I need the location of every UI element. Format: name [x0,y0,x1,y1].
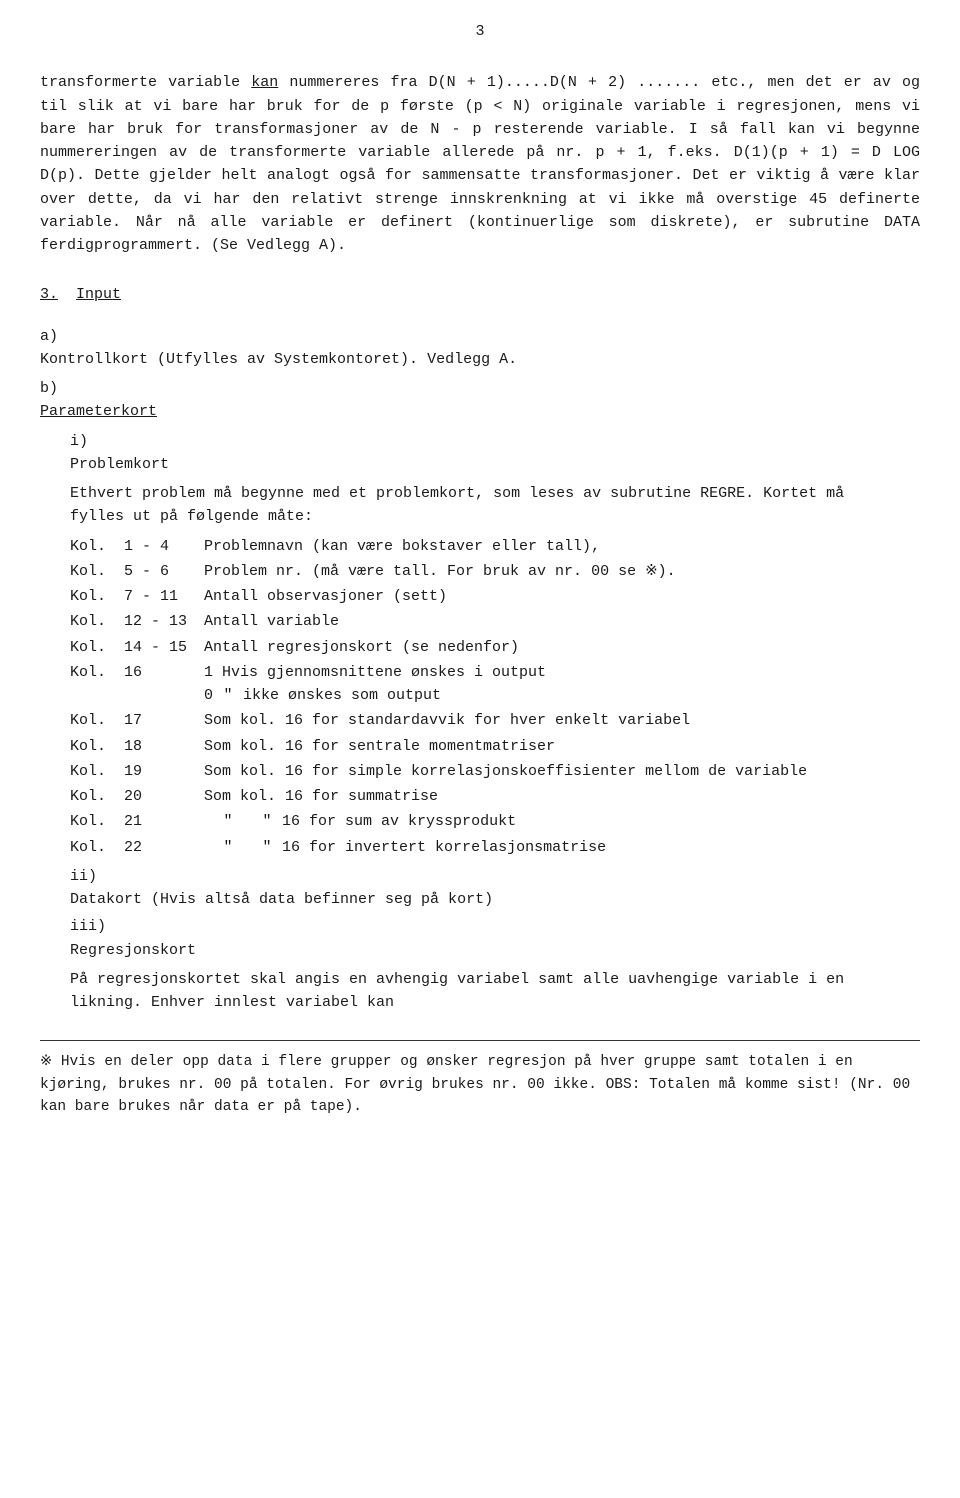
kol-label: Kol. [70,661,124,708]
table-row: Kol. 21 " " 16 for sum av kryssprodukt [70,810,880,833]
kol-range: 16 [124,661,204,708]
kol-label: Kol. [70,610,124,633]
table-row: Kol. 20 Som kol. 16 for summatrise [70,785,880,808]
table-row: Kol. 1 - 4 Problemnavn (kan være bokstav… [70,535,880,558]
table-row: Kol. 7 - 11 Antall observasjoner (sett) [70,585,880,608]
kol-desc: Problem nr. (må være tall. For bruk av n… [204,560,880,583]
item-b-text: Parameterkort [40,403,157,420]
kol-range: 7 - 11 [124,585,204,608]
kol-desc: " " 16 for invertert korrelasjonsmatrise [204,836,880,859]
footnote-separator [40,1040,920,1041]
sub-iii: iii) Regresjonskort På regresjonskortet … [70,915,920,1014]
kol-desc: Som kol. 16 for sentrale momentmatriser [204,735,880,758]
kol-label: Kol. [70,585,124,608]
sub-iii-title: Regresjonskort [70,939,880,962]
kol-range: 17 [124,709,204,732]
para1-post: nummereres fra D(N + 1).....D(N + 2) ...… [40,74,920,254]
table-row: Kol. 19 Som kol. 16 for simple korrelasj… [70,760,880,783]
kol-label: Kol. [70,560,124,583]
table-row: Kol. 14 - 15 Antall regresjonskort (se n… [70,636,880,659]
kol-desc: 1 Hvis gjennomsnittene ønskes i output 0… [204,661,880,708]
item-b: b) Parameterkort [40,377,920,424]
sub-iii-label: iii) [70,915,106,938]
row16-line2: 0 " ikke ønskes som output [204,684,880,707]
kol-label: Kol. [70,735,124,758]
footnote: ※ Hvis en deler opp data i flere grupper… [40,1051,920,1118]
sub-ii: ii) Datakort (Hvis altså data befinner s… [70,865,920,912]
page-number: 3 [40,20,920,43]
sub-ii-label: ii) [70,865,106,888]
kol-range: 1 - 4 [124,535,204,558]
kol-range: 5 - 6 [124,560,204,583]
sub-i: i) Problemkort Ethvert problem må begynn… [70,430,920,861]
kol-desc: Problemnavn (kan være bokstaver eller ta… [204,535,880,558]
kol-desc: Antall variable [204,610,880,633]
sub-iii-para: På regresjonskortet skal angis en avheng… [70,968,880,1015]
sub-i-label: i) [70,430,106,453]
kol-range: 14 - 15 [124,636,204,659]
kol-range: 12 - 13 [124,610,204,633]
kol-range: 20 [124,785,204,808]
kol-label: Kol. [70,760,124,783]
table-row: Kol. 17 Som kol. 16 for standardavvik fo… [70,709,880,732]
kol-desc: Som kol. 16 for standardavvik for hver e… [204,709,880,732]
kol-range: 21 [124,810,204,833]
section-3-heading: 3. Input [40,283,920,306]
kol-desc: Antall regresjonskort (se nedenfor) [204,636,880,659]
kol-desc: Som kol. 16 for summatrise [204,785,880,808]
para1-kan-underline: kan [251,74,278,91]
table-row: Kol. 22 " " 16 for invertert korrelasjon… [70,836,880,859]
kol-desc: Antall observasjoner (sett) [204,585,880,608]
kol-range: 22 [124,836,204,859]
kol-desc: " " 16 for sum av kryssprodukt [204,810,880,833]
kol-desc: Som kol. 16 for simple korrelasjonskoeff… [204,760,880,783]
footnote-text: Hvis en deler opp data i flere grupper o… [40,1054,910,1115]
paragraph-1: transformerte variable kan nummereres fr… [40,71,920,257]
table-row: Kol. 16 1 Hvis gjennomsnittene ønskes i … [70,661,880,708]
kol-label: Kol. [70,535,124,558]
section-3-title: Input [76,286,121,303]
kol-range: 19 [124,760,204,783]
item-a: a) Kontrollkort (Utfylles av Systemkonto… [40,325,920,372]
table-row: Kol. 18 Som kol. 16 for sentrale momentm… [70,735,880,758]
kol-label: Kol. [70,785,124,808]
footnote-mark: ※ [40,1054,52,1070]
item-a-label: a) [40,325,66,348]
section-3-num: 3. [40,286,58,303]
row16-line1: 1 Hvis gjennomsnittene ønskes i output [204,661,880,684]
sub-ii-text: Datakort (Hvis altså data befinner seg p… [70,888,880,911]
kol-label: Kol. [70,810,124,833]
item-a-text: Kontrollkort (Utfylles av Systemkontoret… [40,348,890,371]
kol-table: Kol. 1 - 4 Problemnavn (kan være bokstav… [70,535,880,859]
sub-i-title: Problemkort [70,453,880,476]
kol-label: Kol. [70,636,124,659]
table-row: Kol. 12 - 13 Antall variable [70,610,880,633]
kol-range: 18 [124,735,204,758]
kol-label: Kol. [70,836,124,859]
item-b-label: b) [40,377,66,400]
sub-i-para: Ethvert problem må begynne med et proble… [70,482,880,529]
table-row: Kol. 5 - 6 Problem nr. (må være tall. Fo… [70,560,880,583]
kol-label: Kol. [70,709,124,732]
para1-pre: transformerte variable [40,74,251,91]
